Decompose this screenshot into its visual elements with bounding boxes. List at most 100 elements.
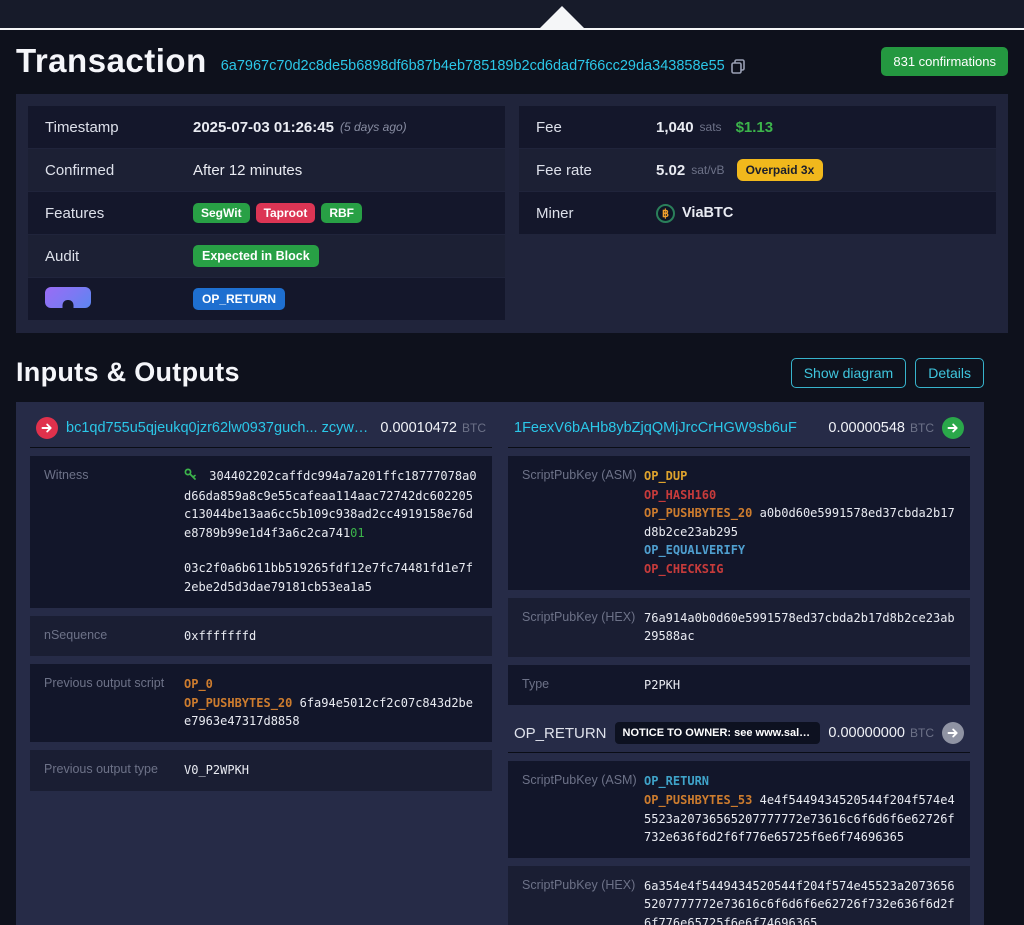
opreturn-hex-value: 6a354e4f5449434520544f204f574e45523a2073… bbox=[644, 878, 955, 925]
key-icon bbox=[184, 468, 204, 484]
input-row: bc1qd755u5qjeukq0jzr62lw0937guch... zcyw… bbox=[30, 410, 492, 448]
feerate-value: 5.02 bbox=[656, 161, 686, 179]
show-diagram-button[interactable]: Show diagram bbox=[790, 357, 907, 388]
input-address[interactable]: bc1qd755u5qjeukq0jzr62lw0937guch... zcyw… bbox=[66, 420, 372, 436]
opreturn-hex-label: ScriptPubKey (HEX) bbox=[522, 877, 636, 892]
goggles-icon[interactable] bbox=[45, 286, 91, 308]
miner-row: Miner ฿ ViaBTC bbox=[519, 192, 996, 234]
op-hash160: OP_HASH160 bbox=[644, 487, 717, 502]
transaction-header: Transaction 6a7967c70d2c8de5b6898df6b87b… bbox=[0, 30, 1024, 90]
input-arrow-icon[interactable] bbox=[36, 417, 58, 439]
output-address[interactable]: 1FeexV6bAHb8ybZjqQMjJrcCrHGW9sb6uF bbox=[514, 420, 797, 436]
miner-label: Miner bbox=[536, 204, 574, 222]
scriptpubkey-hex-row: ScriptPubKey (HEX) 76a914a0b0d60e5991578… bbox=[508, 597, 970, 657]
feature-badge-rbf: RBF bbox=[321, 203, 363, 223]
type-value: P2PKH bbox=[644, 677, 681, 692]
feature-badge-taproot: Taproot bbox=[255, 203, 316, 223]
op-checksig: OP_CHECKSIG bbox=[644, 561, 724, 576]
prev-output-script-hex: 6fa94e5012cf2c07c843d2bee7963e47317d8858 bbox=[184, 695, 473, 729]
op-equalverify: OP_EQUALVERIFY bbox=[644, 543, 746, 558]
op-0: OP_0 bbox=[184, 677, 213, 692]
prev-output-script-label: Previous output script bbox=[44, 676, 165, 691]
opreturn-asm-row: ScriptPubKey (ASM) OP_RETURN OP_PUSHBYTE… bbox=[508, 761, 970, 858]
overpaid-badge: Overpaid 3x bbox=[736, 159, 824, 181]
op-pushbytes-20: OP_PUSHBYTES_20 bbox=[184, 695, 293, 710]
details-right-column: Fee 1,040 sats $1.13 Fee rate 5.02 sat/v… bbox=[519, 106, 996, 321]
nsequence-value: 0xfffffffd bbox=[184, 628, 257, 643]
opreturn-output-name: OP_RETURN bbox=[514, 724, 607, 742]
input-amount-unit: BTC bbox=[462, 421, 486, 435]
output-amount-unit: BTC bbox=[910, 421, 934, 435]
outputs-column: 1FeexV6bAHb8ybZjqQMjJrcCrHGW9sb6uF 0.000… bbox=[508, 410, 970, 925]
fee-label: Fee bbox=[536, 118, 562, 136]
opreturn-amount: 0.00000000 bbox=[828, 725, 905, 742]
opreturn-pushbytes-hex: 4e4f5449434520544f204f574e45523a20736565… bbox=[644, 792, 955, 845]
inputs-column: bc1qd755u5qjeukq0jzr62lw0937guch... zcyw… bbox=[30, 410, 492, 925]
witness-sighash-flag: 01 bbox=[350, 525, 365, 540]
block-pointer-triangle bbox=[540, 6, 584, 28]
audit-badge: Expected in Block bbox=[193, 244, 319, 268]
op-pushbytes-20: OP_PUSHBYTES_20 bbox=[644, 506, 753, 521]
confirmed-label: Confirmed bbox=[45, 161, 115, 179]
witness-pubkey: 03c2f0a6b611bb519265fdf12e7fc74481fd1e7f… bbox=[184, 561, 473, 594]
copy-icon[interactable] bbox=[730, 58, 745, 74]
timestamp-label: Timestamp bbox=[45, 118, 119, 136]
txid-link[interactable]: 6a7967c70d2c8de5b6898df6b87b4eb785189b2c… bbox=[220, 58, 725, 74]
witness-row: Witness 304402202caffdc994a7a201ffc18777… bbox=[30, 456, 492, 608]
fee-row: Fee 1,040 sats $1.13 bbox=[519, 106, 996, 148]
witness-label: Witness bbox=[44, 468, 89, 482]
prev-output-type-label: Previous output type bbox=[44, 761, 158, 776]
blockchain-strip bbox=[0, 0, 1024, 28]
io-section-header: Inputs & Outputs Show diagram Details bbox=[0, 333, 1024, 400]
audit-row: Audit Expected in Block bbox=[28, 235, 505, 277]
opreturn-arrow-icon[interactable] bbox=[942, 722, 964, 745]
op-dup: OP_DUP bbox=[644, 469, 688, 483]
io-panel: bc1qd755u5qjeukq0jzr62lw0937guch... zcyw… bbox=[16, 402, 984, 925]
fee-usd: $1.13 bbox=[735, 118, 774, 136]
type-label: Type bbox=[522, 676, 550, 691]
miner-name: ViaBTC bbox=[682, 205, 734, 221]
scriptpubkey-asm-row: ScriptPubKey (ASM) OP_DUP OP_HASH160 OP_… bbox=[508, 456, 970, 590]
output-spend-arrow-icon[interactable] bbox=[942, 417, 964, 439]
timestamp-relative: (5 days ago) bbox=[339, 120, 407, 134]
audit-label: Audit bbox=[45, 247, 80, 265]
feature-badge-segwit: SegWit bbox=[193, 203, 250, 223]
feerate-unit: sat/vB bbox=[691, 163, 725, 177]
divider-line bbox=[0, 28, 1024, 30]
transaction-details: Timestamp 2025-07-03 01:26:45 (5 days ag… bbox=[16, 94, 1008, 333]
timestamp-row: Timestamp 2025-07-03 01:26:45 (5 days ag… bbox=[28, 106, 505, 148]
miner-link[interactable]: ฿ ViaBTC bbox=[656, 203, 734, 223]
prev-output-script-row: Previous output script OP_0 OP_PUSHBYTES… bbox=[30, 664, 492, 742]
feerate-label: Fee rate bbox=[536, 161, 592, 179]
details-button[interactable]: Details bbox=[915, 357, 984, 388]
output-row-2: OP_RETURN NOTICE TO OWNER: see www.salom… bbox=[508, 715, 970, 754]
witness-signature: 304402202caffdc994a7a201ffc18777078a0d66… bbox=[184, 469, 477, 540]
feerate-row: Fee rate 5.02 sat/vB Overpaid 3x bbox=[519, 149, 996, 191]
input-amount: 0.00010472 bbox=[380, 420, 457, 436]
confirmed-row: Confirmed After 12 minutes bbox=[28, 149, 505, 191]
opreturn-amount-unit: BTC bbox=[910, 726, 934, 741]
io-section-title: Inputs & Outputs bbox=[16, 357, 240, 387]
page-title: Transaction bbox=[16, 42, 207, 79]
details-left-column: Timestamp 2025-07-03 01:26:45 (5 days ag… bbox=[28, 106, 505, 321]
scriptpubkey-hex-label: ScriptPubKey (HEX) bbox=[522, 609, 636, 624]
prev-output-type-value: V0_P2WPKH bbox=[184, 762, 250, 777]
opreturn-filter-badge[interactable]: OP_RETURN bbox=[193, 288, 286, 310]
op-return: OP_RETURN bbox=[644, 774, 710, 789]
output-row-1: 1FeexV6bAHb8ybZjqQMjJrcCrHGW9sb6uF 0.000… bbox=[508, 410, 970, 448]
nsequence-row: nSequence 0xfffffffd bbox=[30, 615, 492, 657]
opreturn-notice-chip: NOTICE TO OWNER: see www.salomonbros.co.… bbox=[614, 722, 821, 745]
fee-value: 1,040 bbox=[656, 118, 694, 136]
nsequence-label: nSequence bbox=[44, 627, 108, 642]
scriptpubkey-hex-value: 76a914a0b0d60e5991578ed37cbda2b17d8b2ce2… bbox=[644, 610, 955, 644]
fee-unit: sats bbox=[699, 120, 722, 134]
prev-output-type-row: Previous output type V0_P2WPKH bbox=[30, 749, 492, 791]
pushbytes-hex: a0b0d60e5991578ed37cbda2b17d8b2ce23ab295 bbox=[644, 506, 955, 539]
timestamp-value: 2025-07-03 01:26:45 bbox=[193, 118, 334, 136]
output-amount: 0.00000548 bbox=[828, 420, 905, 436]
confirmations-badge[interactable]: 831 confirmations bbox=[881, 46, 1008, 76]
features-row: Features SegWit Taproot RBF bbox=[28, 192, 505, 234]
goggles-row: OP_RETURN bbox=[28, 278, 505, 320]
opreturn-asm-label: ScriptPubKey (ASM) bbox=[522, 773, 637, 788]
opreturn-hex-row: ScriptPubKey (HEX) 6a354e4f5449434520544… bbox=[508, 865, 970, 925]
